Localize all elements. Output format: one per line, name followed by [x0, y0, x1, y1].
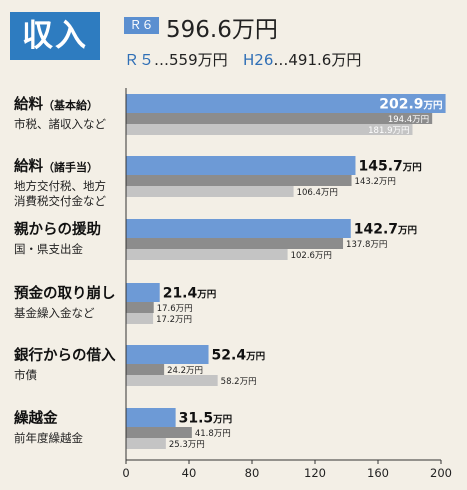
bar-h26 — [126, 438, 166, 449]
bar-r6 — [126, 94, 446, 113]
x-tick-label: 80 — [245, 466, 260, 480]
bar-r6 — [126, 283, 160, 302]
category-subtitle: 前年度繰越金 — [14, 431, 83, 445]
category-title-note: （基本給） — [43, 98, 98, 112]
r5-value: …559万円 — [154, 51, 228, 69]
category-subtitle: 地方交付税、地方 — [14, 179, 106, 193]
category-title-note: （諸手当） — [43, 160, 98, 174]
bar-value-number: 202.9 — [379, 97, 423, 113]
bar-r5 — [126, 364, 165, 375]
h26-label: H26 — [243, 51, 274, 69]
category-title-main: 繰越金 — [14, 409, 58, 427]
bar-value-label: 17.6万円 — [157, 304, 193, 314]
bar-value-label: 145.7万円 — [358, 159, 421, 175]
bar-value-label: 25.3万円 — [169, 440, 205, 450]
category-subtitle: 国・県支出金 — [14, 242, 83, 256]
bar-value-unit: 万円 — [397, 226, 417, 237]
x-tick-label: 40 — [182, 466, 197, 480]
bar-r5 — [126, 302, 154, 313]
category-title: 給料（諸手当） — [14, 157, 98, 175]
bar-value-number: 52.4 — [212, 348, 247, 364]
bar-r5 — [126, 238, 344, 249]
bar-value-unit: 万円 — [212, 415, 232, 426]
category-title: 預金の取り崩し — [14, 284, 116, 302]
category-title: 銀行からの借入 — [14, 346, 116, 364]
category-title-main: 給料 — [14, 157, 43, 175]
r5-label: Ｒ５ — [124, 51, 155, 69]
bar-value-label: 31.5万円 — [179, 411, 233, 427]
r6-badge: Ｒ６ — [124, 17, 159, 34]
bar-value-unit: 万円 — [196, 290, 216, 301]
x-tick-label: 160 — [367, 466, 389, 480]
bar-value-label: 143.2万円 — [355, 177, 396, 187]
category-subtitle: 基金繰入金など — [14, 306, 95, 320]
bar-value-label: 194.4万円 — [388, 115, 429, 125]
category-title: 繰越金 — [14, 409, 58, 427]
h26-total: H26…491.6万円 — [243, 49, 361, 70]
bar-value-label: 24.2万円 — [167, 366, 203, 376]
bar-value-unit: 万円 — [423, 101, 443, 112]
bar-value-label: 17.2万円 — [156, 315, 192, 325]
bar-value-number: 145.7 — [358, 159, 402, 175]
bar-r5 — [126, 175, 352, 186]
page-title: 収入 — [10, 12, 100, 60]
bar-value-number: 21.4 — [163, 286, 198, 302]
h26-value: …491.6万円 — [273, 51, 362, 69]
bar-h26 — [126, 186, 294, 197]
category-title-main: 親からの援助 — [14, 220, 101, 238]
bar-value-label: 181.9万円 — [368, 126, 409, 136]
bar-r5 — [126, 427, 192, 438]
bar-value-unit: 万円 — [402, 163, 422, 174]
bar-r5 — [126, 113, 433, 124]
bar-r6 — [126, 156, 356, 175]
bar-value-label: 21.4万円 — [163, 286, 217, 302]
x-tick-label: 200 — [430, 466, 452, 480]
bar-value-label: 202.9万円 — [379, 97, 442, 113]
bar-value-number: 142.7 — [354, 222, 398, 238]
bar-h26 — [126, 124, 413, 135]
bar-r6 — [126, 345, 209, 364]
x-tick-label: 120 — [304, 466, 326, 480]
bar-value-label: 41.8万円 — [195, 429, 231, 439]
r5-total: Ｒ５…559万円 — [124, 49, 228, 70]
bar-value-label: 102.6万円 — [291, 251, 332, 261]
bar-value-unit: 万円 — [245, 352, 265, 363]
bar-value-label: 58.2万円 — [221, 377, 257, 387]
bar-h26 — [126, 313, 154, 324]
bar-value-label: 106.4万円 — [297, 188, 338, 198]
bar-r6 — [126, 408, 176, 427]
x-tick-label: 0 — [122, 466, 129, 480]
bar-r6 — [126, 219, 351, 238]
category-title-main: 給料 — [14, 95, 43, 113]
category-title-main: 銀行からの借入 — [14, 346, 116, 364]
bar-value-label: 52.4万円 — [212, 348, 266, 364]
category-subtitle: 市税、諸収入など — [14, 117, 106, 131]
bar-value-number: 31.5 — [179, 411, 214, 427]
category-title: 給料（基本給） — [14, 95, 98, 113]
r6-total: 596.6万円 — [166, 17, 278, 43]
category-title: 親からの援助 — [14, 220, 101, 238]
bar-h26 — [126, 249, 288, 260]
category-title-main: 預金の取り崩し — [14, 284, 116, 302]
bar-value-label: 142.7万円 — [354, 222, 417, 238]
bar-h26 — [126, 375, 218, 386]
category-subtitle: 消費税交付金など — [14, 194, 106, 208]
category-subtitle: 市債 — [14, 368, 37, 382]
bar-value-label: 137.8万円 — [346, 240, 387, 250]
